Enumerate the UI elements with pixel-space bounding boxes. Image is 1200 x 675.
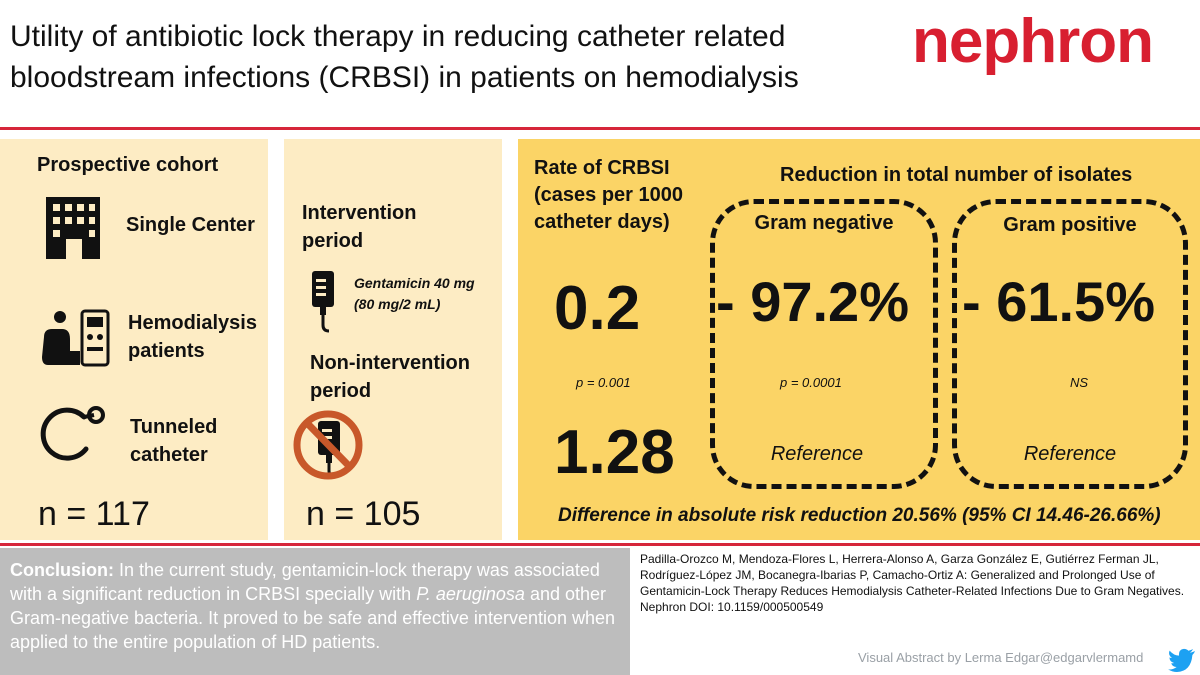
bottom-divider (0, 543, 1200, 546)
drug-dose: Gentamicin 40 mg (80 mg/2 mL) (354, 273, 475, 315)
conclusion-text-1: In the current study, gentamicin-lock th… (10, 560, 600, 604)
catheter-icon (40, 406, 105, 461)
cohort-panel: Prospective cohort Single Center Hemodia… (0, 139, 268, 540)
gram-negative-p: p = 0.0001 (780, 375, 842, 390)
building-icon (46, 197, 100, 259)
non-intervention-heading: Non-intervention period (310, 349, 470, 405)
rate-heading: Rate of CRBSI (cases per 1000 catheter d… (534, 155, 683, 236)
citation-authors: Padilla-Orozco M, Mendoza-Flores L, Herr… (640, 552, 1185, 598)
page-title: Utility of antibiotic lock therapy in re… (10, 16, 890, 98)
tunneled-label-line1: Tunneled (130, 416, 218, 438)
reduction-heading: Reduction in total number of isolates (780, 164, 1133, 186)
citation: Padilla-Orozco M, Mendoza-Flores L, Herr… (640, 551, 1185, 615)
conclusion-species: P. aeruginosa (416, 584, 525, 604)
single-center-label: Single Center (126, 214, 255, 236)
visual-abstract-credit[interactable]: Visual Abstract by Lerma Edgar@edgarvler… (858, 650, 1144, 665)
rate-heading-line1: Rate of CRBSI (534, 157, 670, 179)
conclusion-label: Conclusion: (10, 560, 114, 580)
gram-negative-value: - 97.2% (716, 270, 909, 333)
no-iv-bag-icon (293, 410, 363, 480)
rate-heading-line2: (cases per 1000 (534, 184, 684, 206)
cohort-n: n = 117 (38, 495, 150, 533)
tunneled-label: Tunneled catheter (130, 413, 217, 469)
drug-dose-line2: (80 mg/2 mL) (354, 296, 441, 312)
gram-positive-box (952, 199, 1188, 489)
conclusion-text-2: and other Gram-negative bacteria. It pro… (10, 584, 616, 652)
rate-intervention-value: 0.2 (554, 274, 641, 343)
hemodialysis-label: Hemodialysis patients (128, 309, 257, 365)
intervention-heading-line1: Intervention (302, 202, 417, 224)
rate-heading-line3: catheter days) (534, 211, 670, 233)
nephron-logo: nephron (912, 7, 1154, 76)
intervention-panel: Intervention period Gentamicin 40 mg (80… (284, 139, 502, 540)
twitter-icon[interactable] (1168, 648, 1196, 672)
gram-negative-label: Gram negative (754, 212, 894, 234)
rate-non-intervention-value: 1.28 (554, 418, 675, 487)
citation-doi[interactable]: Nephron DOI: 10.1159/000500549 (640, 600, 824, 614)
intervention-n: n = 105 (306, 495, 421, 533)
dialysis-patient-icon (42, 309, 110, 367)
drug-dose-line1: Gentamicin 40 mg (354, 275, 475, 291)
non-intervention-line2: period (310, 380, 372, 402)
non-intervention-line1: Non-intervention (310, 352, 470, 374)
title-line-2: bloodstream infections (CRBSI) in patien… (10, 61, 799, 94)
results-panel: Rate of CRBSI (cases per 1000 catheter d… (518, 139, 1200, 540)
cohort-heading: Prospective cohort (37, 154, 219, 176)
intervention-heading-line2: period (302, 230, 364, 252)
gram-negative-reference: Reference (770, 443, 864, 465)
tunneled-label-line2: catheter (130, 444, 208, 466)
difference-statement: Difference in absolute risk reduction 20… (558, 505, 1161, 526)
hemodialysis-label-line2: patients (128, 340, 205, 362)
gram-positive-label: Gram positive (1003, 214, 1137, 236)
intervention-heading: Intervention period (302, 199, 416, 255)
gram-negative-box (710, 199, 938, 489)
title-line-1: Utility of antibiotic lock therapy in re… (10, 20, 786, 53)
conclusion-box: Conclusion: In the current study, gentam… (0, 548, 630, 675)
rate-p-value: p = 0.001 (576, 375, 631, 390)
iv-bag-icon (312, 271, 334, 333)
gram-positive-value: - 61.5% (962, 270, 1155, 333)
gram-positive-reference: Reference (1023, 443, 1117, 465)
top-divider (0, 127, 1200, 130)
hemodialysis-label-line1: Hemodialysis (128, 312, 257, 334)
gram-positive-p: NS (1070, 375, 1089, 390)
